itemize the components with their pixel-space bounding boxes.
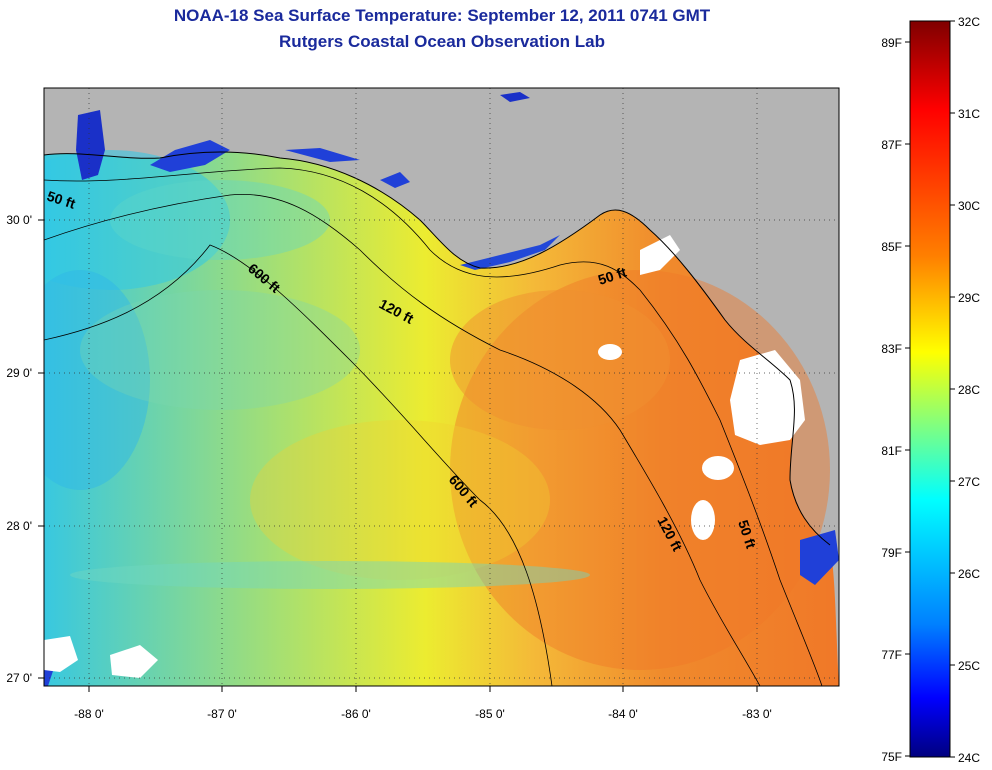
fahrenheit-label: 79F xyxy=(881,546,902,560)
colorbar-fahrenheit: 89F 87F 85F 83F 81F 79F 77F 75F xyxy=(881,36,910,764)
cool-water-southwest xyxy=(44,270,150,490)
lat-label: 28 0' xyxy=(6,519,32,533)
fahrenheit-label: 75F xyxy=(881,750,902,764)
cool-band-south xyxy=(70,561,590,589)
lat-label: 29 0' xyxy=(6,366,32,380)
bay-pensacola xyxy=(150,140,230,172)
cloud-patch-coast xyxy=(730,350,805,445)
map-area: 50 ft 50 ft 50 ft 120 ft 120 ft 600 ft 6… xyxy=(44,88,839,686)
bay-choctawhatchee xyxy=(285,148,360,162)
celsius-label: 30C xyxy=(958,199,980,213)
bay-st-andrews xyxy=(380,172,410,188)
bay-tampa xyxy=(800,530,839,585)
lon-label: -87 0' xyxy=(207,707,237,721)
fahrenheit-label: 83F xyxy=(881,342,902,356)
bay-apalachicola xyxy=(460,235,560,270)
cool-water-west xyxy=(44,150,230,290)
celsius-label: 24C xyxy=(958,751,980,765)
inland-lake xyxy=(500,92,530,102)
celsius-label: 26C xyxy=(958,567,980,581)
fahrenheit-label: 77F xyxy=(881,648,902,662)
map-title: NOAA-18 Sea Surface Temperature: Septemb… xyxy=(173,6,711,25)
cool-water-central xyxy=(80,290,360,410)
coastline xyxy=(44,151,831,546)
colorbar-celsius: 32C 31C 30C 29C 28C 27C 26C 25C 24C xyxy=(950,15,980,765)
gulf-sea xyxy=(44,152,839,686)
celsius-label: 29C xyxy=(958,291,980,305)
map-subtitle: Rutgers Coastal Ocean Observation Lab xyxy=(279,32,605,51)
celsius-label: 27C xyxy=(958,475,980,489)
warm-water-south xyxy=(250,420,550,580)
celsius-label: 28C xyxy=(958,383,980,397)
warm-water-center-east xyxy=(450,290,670,430)
lat-label: 27 0' xyxy=(6,671,32,685)
cloud-patch-south xyxy=(691,500,715,540)
latitude-labels: 30 0' 29 0' 28 0' 27 0' xyxy=(6,213,32,685)
map-border xyxy=(43,87,840,687)
lon-label: -86 0' xyxy=(341,707,371,721)
cloud-patch-mid xyxy=(702,456,734,480)
cloud-patch-small xyxy=(598,344,622,360)
lon-label: -88 0' xyxy=(74,707,104,721)
celsius-label: 25C xyxy=(958,659,980,673)
bay-mobile xyxy=(76,110,105,180)
fahrenheit-label: 85F xyxy=(881,240,902,254)
lon-label: -84 0' xyxy=(608,707,638,721)
cloud-patch-north xyxy=(640,235,680,275)
lon-label: -83 0' xyxy=(742,707,772,721)
contour-120ft xyxy=(44,193,761,686)
cloud-patch-sw1 xyxy=(44,636,78,672)
longitude-labels: -88 0' -87 0' -86 0' -85 0' -84 0' -83 0… xyxy=(74,707,772,721)
lat-label: 30 0' xyxy=(6,213,32,227)
fahrenheit-label: 89F xyxy=(881,36,902,50)
fahrenheit-label: 87F xyxy=(881,138,902,152)
celsius-label: 32C xyxy=(958,15,980,29)
contour-600ft xyxy=(44,244,553,686)
cloud-patch-sw2 xyxy=(110,645,158,678)
colorbar xyxy=(909,20,951,758)
tick-marks xyxy=(38,219,758,692)
contour-50ft xyxy=(44,167,823,686)
lon-label: -85 0' xyxy=(475,707,505,721)
fahrenheit-label: 81F xyxy=(881,444,902,458)
celsius-label: 31C xyxy=(958,107,980,121)
